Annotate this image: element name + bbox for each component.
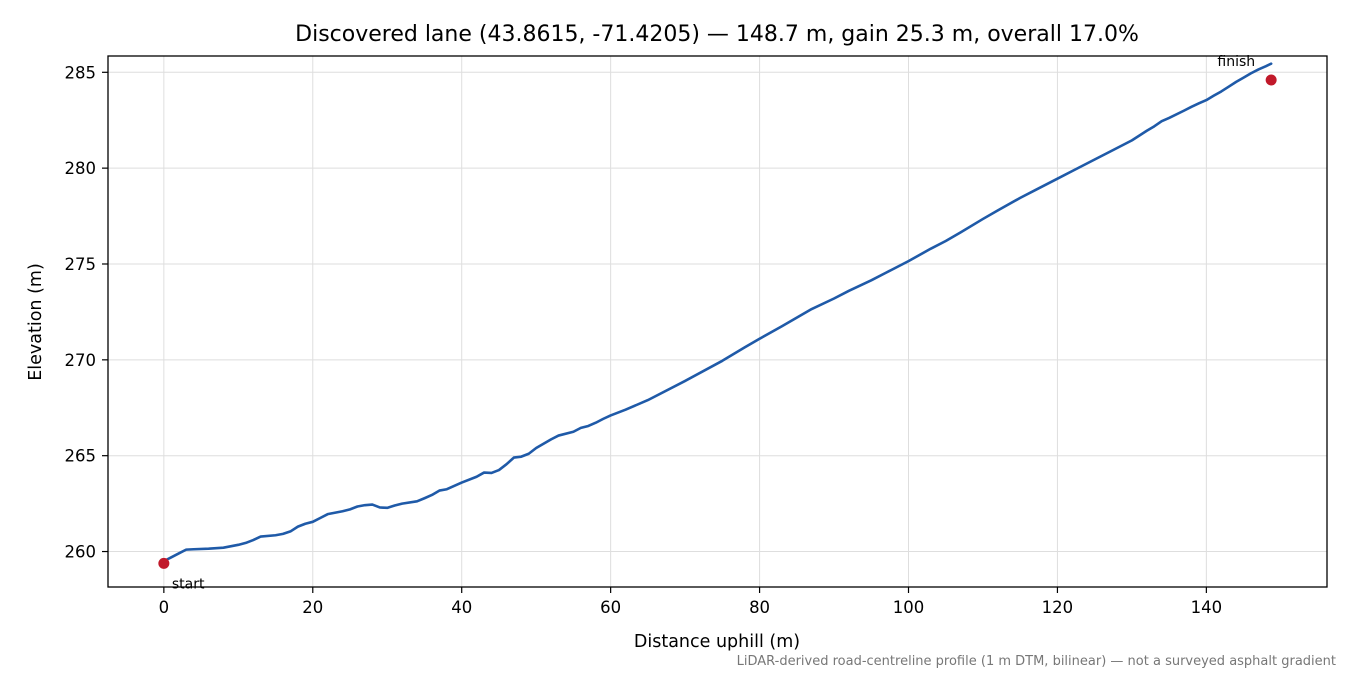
y-tick-label: 280 — [65, 159, 97, 178]
axes-frame — [107, 55, 1328, 588]
y-tick-label: 285 — [65, 63, 97, 82]
x-tick-label: 140 — [1191, 598, 1223, 617]
y-tick-label: 265 — [65, 447, 97, 466]
y-tick-label: 275 — [65, 255, 97, 274]
y-axis-label: Elevation (m) — [26, 263, 46, 381]
y-tick-label: 270 — [65, 351, 97, 370]
x-tick-label: 0 — [159, 598, 170, 617]
plot-area: start finish — [158, 54, 1277, 592]
y-tick-label: 260 — [65, 543, 97, 562]
x-tick-label: 40 — [451, 598, 472, 617]
grid-lines — [108, 56, 1327, 587]
x-tick-label: 20 — [302, 598, 323, 617]
x-tick-label: 100 — [893, 598, 925, 617]
footnote: LiDAR-derived road-centreline profile (1… — [737, 654, 1336, 669]
x-tick-label: 60 — [600, 598, 621, 617]
elevation-series-line — [162, 62, 1273, 563]
x-tick-label: 120 — [1042, 598, 1074, 617]
start-label: start — [172, 576, 205, 592]
finish-marker — [1265, 74, 1277, 86]
finish-label: finish — [1217, 54, 1255, 70]
x-tick-label: 80 — [749, 598, 770, 617]
chart-title: Discovered lane (43.8615, -71.4205) — 14… — [295, 22, 1139, 47]
axis-ticks: 0 20 40 60 80 100 120 140 260 265 270 275 280 285 — [65, 63, 1223, 617]
x-axis-label: Distance uphill (m) — [634, 632, 800, 652]
start-marker — [158, 557, 170, 569]
